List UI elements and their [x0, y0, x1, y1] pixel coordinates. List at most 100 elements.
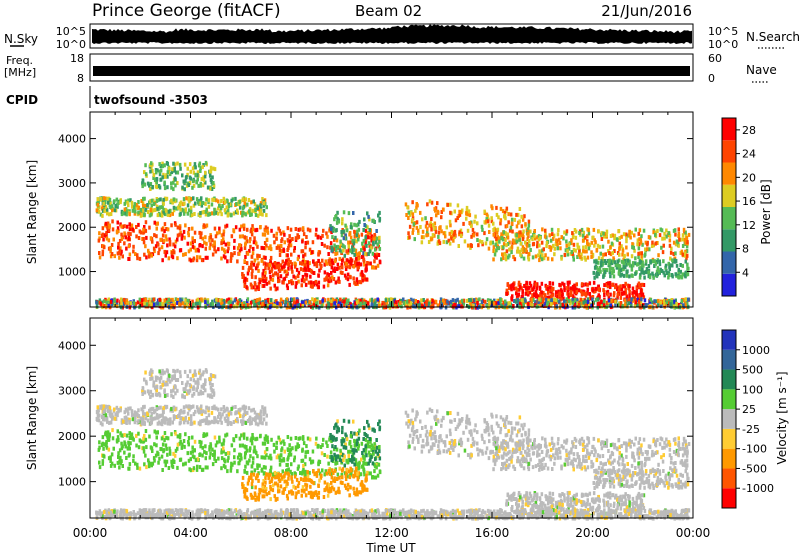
power-cell [587, 231, 591, 236]
velocity-cell [321, 468, 324, 473]
velocity-cell [201, 445, 204, 450]
power-cell [417, 228, 420, 233]
power-cell [377, 300, 381, 305]
power-cell [193, 230, 197, 235]
power-cell [377, 253, 381, 257]
power-cell [598, 304, 602, 309]
power-cell [124, 199, 128, 204]
power-cell [144, 220, 148, 225]
power-cell [276, 301, 279, 306]
power-cell [268, 280, 271, 285]
power-cell [171, 255, 175, 260]
velocity-cell [149, 445, 153, 450]
power-cell [495, 304, 498, 309]
velocity-cell [220, 450, 223, 455]
velocity-cell [345, 471, 348, 476]
velocity-cell [302, 463, 305, 468]
velocity-cell [255, 436, 259, 441]
power-cell [203, 174, 207, 179]
power-cell [153, 220, 156, 225]
power-cell [240, 301, 244, 306]
power-cell [385, 300, 389, 305]
power-cell [644, 261, 648, 266]
power-cell [520, 233, 523, 238]
power-cell [546, 287, 549, 291]
velocity-cell [362, 468, 366, 472]
colorbar-tick-label: 4 [742, 266, 749, 279]
power-cell [684, 297, 687, 302]
power-cell [531, 303, 534, 308]
power-cell [192, 196, 195, 201]
power-cell [408, 299, 411, 304]
power-cell [287, 238, 290, 243]
power-cell [638, 284, 641, 289]
velocity-cell [299, 436, 302, 441]
power-cell [187, 196, 191, 201]
power-cell [211, 252, 215, 257]
power-cell [660, 269, 664, 273]
power-cell [533, 282, 536, 287]
power-cell [149, 208, 152, 213]
power-cell [164, 253, 167, 258]
power-cell [419, 225, 422, 229]
power-cell [602, 267, 605, 272]
y-tick-label: 3000 [58, 177, 86, 190]
power-cell [360, 270, 364, 275]
power-cell [573, 289, 576, 294]
power-cell [182, 197, 186, 202]
power-cell [449, 202, 452, 207]
power-cell [348, 282, 351, 287]
power-cell [219, 304, 222, 309]
power-cell [396, 304, 399, 309]
power-cell [271, 277, 275, 282]
power-cell [282, 280, 285, 285]
power-cell [199, 211, 202, 215]
power-cell [317, 285, 320, 290]
power-cell [527, 292, 530, 297]
power-cell [394, 300, 398, 305]
power-cell [508, 228, 512, 233]
power-cell [411, 212, 415, 217]
power-cell [533, 303, 537, 308]
power-cell [407, 210, 410, 215]
power-cell [275, 265, 279, 270]
power-cell [672, 252, 675, 256]
power-cell [439, 300, 442, 305]
power-cell [492, 245, 496, 250]
power-cell [628, 284, 631, 289]
power-cell [624, 291, 628, 296]
power-cell [278, 248, 282, 253]
power-cell [250, 260, 254, 265]
power-cell [470, 234, 473, 239]
power-cell [514, 239, 518, 244]
power-cell [366, 235, 370, 240]
power-cell [218, 203, 221, 208]
power-cell [143, 196, 146, 201]
velocity-cell [257, 478, 260, 483]
velocity-cell [135, 433, 138, 438]
velocity-cell [313, 491, 316, 496]
power-cell [606, 289, 610, 294]
power-cell [421, 217, 424, 222]
power-cell [250, 285, 253, 290]
power-cell [308, 268, 311, 273]
power-cell [633, 248, 636, 253]
power-cell [361, 241, 364, 246]
power-cell [518, 219, 521, 224]
power-cell [674, 298, 677, 303]
power-cell [338, 248, 342, 253]
power-cell [634, 297, 638, 302]
power-cell [681, 252, 684, 257]
power-cell [295, 299, 299, 304]
power-cell [590, 303, 593, 308]
velocity-cell [302, 441, 306, 446]
power-cell [290, 265, 293, 270]
power-cell [340, 299, 343, 304]
power-cell [152, 173, 156, 178]
power-cell [166, 170, 170, 175]
velocity-cell [198, 465, 202, 470]
power-cell [658, 262, 662, 267]
power-cell [365, 252, 368, 257]
power-cell [525, 243, 529, 248]
power-cell [256, 285, 259, 290]
